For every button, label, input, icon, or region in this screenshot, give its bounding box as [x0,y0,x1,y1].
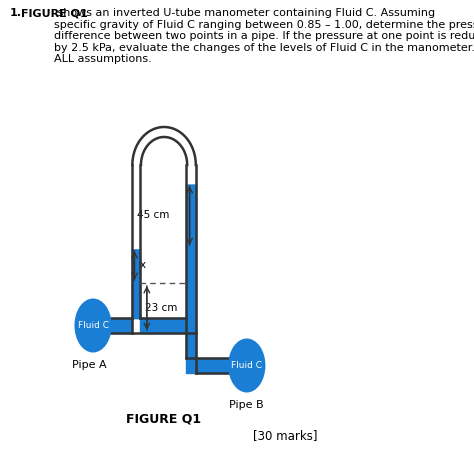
Polygon shape [102,318,132,333]
Circle shape [228,339,265,392]
Polygon shape [132,248,140,318]
Text: FIGURE Q1: FIGURE Q1 [21,8,87,18]
Text: 45 cm: 45 cm [137,211,169,220]
Polygon shape [132,165,140,318]
Text: 23 cm: 23 cm [146,303,178,313]
Text: x: x [140,260,146,270]
Text: [30 marks]: [30 marks] [253,429,317,442]
Text: 1.: 1. [9,8,22,18]
Polygon shape [186,165,196,183]
Polygon shape [132,165,140,248]
Polygon shape [186,165,196,183]
Text: Pipe A: Pipe A [73,361,107,370]
Polygon shape [132,283,140,318]
Text: Pipe B: Pipe B [229,401,264,410]
Polygon shape [186,183,196,358]
Polygon shape [140,165,185,318]
Polygon shape [186,358,248,373]
Text: shows an inverted U-tube manometer containing Fluid C. Assuming
specific gravity: shows an inverted U-tube manometer conta… [54,8,474,64]
Text: Fluid C: Fluid C [78,321,109,330]
Polygon shape [140,318,186,333]
Text: FIGURE Q1: FIGURE Q1 [126,412,201,425]
Polygon shape [140,137,187,165]
Text: Fluid C: Fluid C [231,361,262,370]
Polygon shape [186,165,196,358]
Circle shape [74,299,112,352]
Polygon shape [132,127,196,165]
